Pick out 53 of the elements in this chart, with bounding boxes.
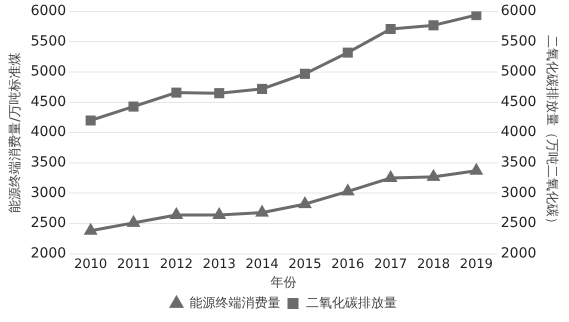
- y-tick-label: 5500: [30, 33, 66, 50]
- y2-tick-label: 2500: [500, 215, 536, 232]
- point: [171, 88, 182, 98]
- y2-tick-label: 5500: [500, 33, 536, 50]
- x-tick-label: 2014: [246, 256, 279, 272]
- y-tick-label: 4000: [30, 124, 66, 140]
- y-tick-label: 2000: [30, 245, 66, 262]
- x-tick-label: 2011: [116, 256, 150, 272]
- point: [386, 24, 396, 34]
- point: [300, 68, 310, 79]
- x-tick-label: 2012: [160, 256, 193, 272]
- x-tick-label: 2015: [288, 256, 322, 272]
- y-axis-title: 能源终端消费量/万吨标准煤: [8, 52, 24, 213]
- point: [128, 102, 139, 112]
- point: [342, 184, 354, 196]
- point: [86, 115, 96, 126]
- point: [257, 84, 268, 94]
- y2-tick-label: 3500: [500, 154, 536, 171]
- point: [213, 208, 226, 220]
- point: [470, 164, 482, 175]
- y-tick-label: 3500: [30, 154, 66, 171]
- y-tick-label: 4500: [30, 94, 66, 110]
- point: [128, 216, 140, 227]
- point: [170, 208, 182, 220]
- point: [384, 172, 396, 182]
- point: [428, 170, 440, 181]
- x-tick-label: 2016: [331, 256, 364, 272]
- point: [214, 88, 224, 98]
- y2-tick-label: 6000: [500, 3, 536, 20]
- point: [84, 224, 96, 235]
- x-axis-title: 年份: [270, 276, 296, 291]
- point: [342, 48, 353, 58]
- y-tick-label: 5000: [30, 64, 66, 80]
- y2-tick-label: 4000: [500, 124, 536, 140]
- x-tick-label: 2019: [460, 256, 493, 272]
- point: [299, 198, 311, 208]
- x-tick-label: 2017: [374, 256, 408, 272]
- legend-label: 能源终端消费量: [190, 296, 280, 311]
- point: [428, 20, 439, 30]
- point: [256, 206, 268, 217]
- point: [471, 11, 482, 20]
- y-tick-label: 6000: [30, 3, 66, 20]
- y2-tick-label: 2000: [500, 245, 536, 262]
- legend-label: 二氧化碳排放量: [306, 296, 397, 311]
- y2-axis-title: 二氧化碳排放量（万吨二氧化碳）: [544, 35, 559, 230]
- y2-tick-label: 3000: [500, 184, 536, 201]
- x-tick-label: 2010: [74, 256, 108, 272]
- y2-tick-label: 5000: [500, 64, 536, 80]
- x-tick-label: 2013: [202, 256, 236, 272]
- y-tick-label: 3000: [30, 184, 66, 201]
- y2-tick-label: 4500: [500, 94, 536, 110]
- x-tick-label: 2018: [416, 256, 450, 272]
- y-tick-label: 2500: [30, 215, 66, 232]
